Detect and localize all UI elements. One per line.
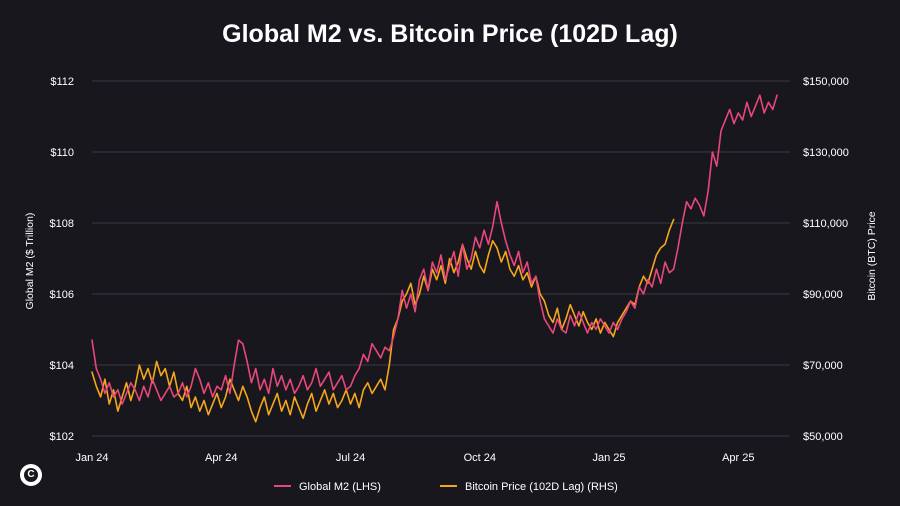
x-axis-ticks: Jan 24 Apr 24 Jul 24 Oct 24 Jan 25 Apr 25 (75, 452, 754, 464)
right-axis-ticks: $50,000 $70,000 $90,000 $110,000 $130,000 $15… (803, 76, 849, 443)
series-group (91, 94, 778, 423)
left-axis-label: Global M2 ($ Trillion) (24, 213, 36, 310)
x-tick-label: Jan 24 (75, 452, 108, 464)
x-tick-label: Oct 24 (464, 452, 496, 464)
x-tick-label: Jul 24 (336, 452, 365, 464)
brand-logo-inner: C (24, 468, 38, 482)
left-tick-label: $106 (50, 289, 74, 301)
brand-logo-icon: C (20, 464, 42, 486)
left-tick-label: $102 (50, 431, 74, 443)
left-tick-label: $112 (50, 76, 74, 88)
left-tick-label: $110 (50, 147, 74, 159)
brand-logo-glyph: C (27, 469, 35, 480)
chart-title: Global M2 vs. Bitcoin Price (102D Lag) (222, 20, 678, 48)
x-tick-label: Apr 24 (205, 452, 237, 464)
left-axis-ticks: $102 $104 $106 $108 $110 $112 (50, 76, 74, 443)
x-tick-label: Apr 25 (722, 452, 754, 464)
right-tick-label: $110,000 (803, 218, 848, 230)
legend-m2-label: Global M2 (LHS) (299, 481, 381, 493)
right-tick-label: $130,000 (803, 147, 849, 159)
right-tick-label: $90,000 (803, 289, 843, 301)
legend-btc-label: Bitcoin Price (102D Lag) (RHS) (465, 481, 618, 493)
right-axis-label: Bitcoin (BTC) Price (866, 211, 878, 300)
right-tick-label: $70,000 (803, 360, 843, 372)
series-line-global-m2 (91, 94, 778, 405)
left-tick-label: $104 (50, 360, 74, 372)
right-tick-label: $50,000 (803, 431, 843, 443)
grid-lines (92, 80, 790, 437)
legend: Global M2 (LHS) Bitcoin Price (102D Lag)… (274, 481, 618, 493)
x-tick-label: Jan 25 (593, 452, 626, 464)
left-tick-label: $108 (50, 218, 74, 230)
right-tick-label: $150,000 (803, 76, 849, 88)
